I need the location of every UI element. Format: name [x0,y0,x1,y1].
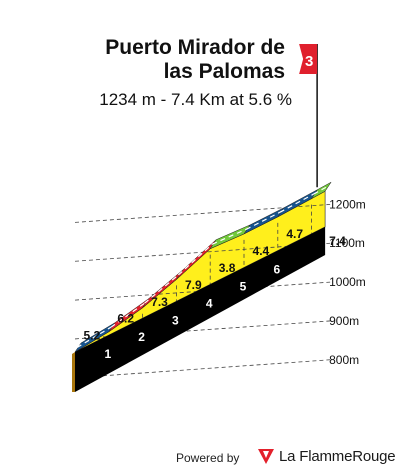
band-centerline-1 [76,326,112,349]
profile-base [75,226,326,392]
band-centerline-4 [177,243,213,276]
final-km-label: 7.4 [329,234,346,248]
climb-title-line-2: las Palomas [163,60,285,83]
gradient-label-1: 5.2 [84,329,101,343]
flamme-rouge-icon [258,449,274,464]
gradient-label-5: 3.8 [219,261,236,275]
band-centerline-5 [211,228,247,245]
band-centerline-8 [313,186,328,195]
km-label-6: 6 [273,263,280,277]
km-label-2: 2 [138,330,145,344]
climb-title: Puerto Mirador de las Palomas [5,36,285,84]
y-tick-900: 900m [329,314,359,328]
km-label-1: 1 [104,347,111,361]
y-tick-800: 800m [329,353,359,367]
gradient-label-2: 6.2 [117,312,134,326]
y-tick-1200: 1200m [329,197,366,211]
gradient-label-6: 4.4 [253,244,270,258]
gradient-label-7: 4.7 [286,227,303,241]
band-centerline-2 [110,302,145,328]
y-tick-1000: 1000m [329,275,366,289]
grid-line-0 [74,359,331,379]
y-tick-1100: 1100m [329,236,365,250]
powered-by-text: Powered by [176,451,240,465]
gradient-label-4: 7.9 [185,278,202,292]
km-label-3: 3 [172,313,179,327]
climb-profile-chart: 5.2 6.2 7.3 7.9 3.8 4.4 4.7 1 2 3 4 5 6 7.4 800m 900m 10… [72,44,366,392]
band-centerline-3 [144,274,179,304]
climb-title-line-1: Puerto Mirador de [105,36,285,59]
climb-summary: 1234 m - 7.4 Km at 5.6 % [99,90,292,109]
profile-side-face [73,354,75,392]
flag-number: 3 [305,53,313,70]
summit-flag [299,44,318,74]
brand-name: La FlammeRouge [279,448,396,465]
band-centerline-6 [245,211,281,230]
band-centerline-7 [279,193,314,213]
km-label-4: 4 [206,296,213,310]
gradient-label-3: 7.3 [151,295,168,309]
km-label-5: 5 [240,280,247,294]
